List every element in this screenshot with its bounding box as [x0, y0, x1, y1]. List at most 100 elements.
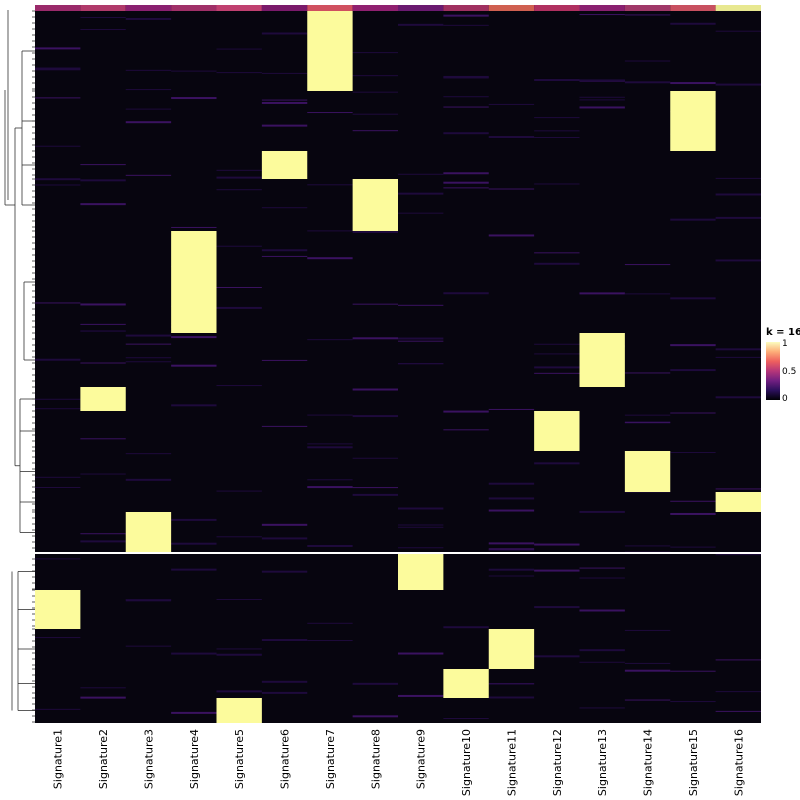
heatmap-cell: [534, 137, 580, 139]
column-label: Signature12: [551, 729, 564, 796]
heatmap-cell: [261, 207, 308, 209]
heatmap-cell: [80, 362, 126, 364]
heatmap-cell: [125, 334, 172, 337]
legend-tick-label: 1: [782, 339, 788, 349]
heatmap-cell: [125, 361, 172, 363]
heatmap-cell: [670, 500, 716, 502]
heatmap-cell: [579, 661, 625, 663]
heatmap-cell: [398, 694, 444, 697]
heatmap-cell: [80, 164, 126, 166]
heatmap-cell: [624, 414, 671, 416]
heatmap-cell: [715, 356, 761, 358]
heatmap-cell: [352, 415, 398, 418]
heatmap-cell: [398, 304, 444, 306]
heatmap-cell: [307, 257, 353, 260]
heatmap-cell: [488, 683, 535, 685]
heatmap-cell: [398, 23, 444, 26]
heatmap-cell: [534, 606, 580, 609]
heatmap-cell: [216, 536, 262, 538]
column-label: Signature10: [460, 729, 473, 796]
heatmap-cell: [624, 293, 671, 295]
heatmap-cell: [670, 22, 716, 25]
heatmap-cell: [534, 117, 580, 119]
heatmap-cell: [80, 533, 126, 535]
heatmap-cell: [534, 262, 580, 265]
heatmap-cell-signature9: [398, 553, 444, 590]
heatmap-cell: [307, 230, 353, 232]
heatmap-cell: [352, 231, 398, 234]
heatmap-cell: [715, 193, 761, 196]
heatmap-cell: [261, 523, 308, 526]
heatmap-cell: [624, 699, 671, 701]
heatmap-cell-signature16: [715, 492, 761, 512]
heatmap-cell: [534, 78, 580, 81]
heatmap-cell: [624, 545, 671, 547]
heatmap-cell: [398, 507, 444, 510]
heatmap-cell: [171, 652, 217, 655]
heatmap-cell: [216, 72, 262, 74]
column-label: Signature7: [324, 729, 337, 789]
heatmap-cell: [488, 548, 535, 551]
heatmap-cell: [80, 473, 126, 475]
heatmap-cell: [670, 218, 716, 221]
heatmap-cell: [488, 482, 535, 485]
heatmap-cell: [579, 99, 625, 101]
heatmap-cell: [216, 287, 262, 289]
column-label: Signature3: [142, 729, 155, 789]
heatmap-cell: [80, 323, 126, 325]
heatmap-cell: [624, 60, 671, 62]
heatmap-cell: [125, 174, 172, 176]
heatmap-cell: [579, 14, 625, 16]
heatmap-cell: [307, 479, 353, 481]
heatmap-cell: [488, 575, 535, 577]
heatmap-cell: [488, 234, 535, 237]
heatmap-cell: [80, 303, 126, 306]
heatmap-cell: [261, 359, 308, 361]
heatmap-cell: [125, 478, 172, 481]
heatmap-cell: [125, 5, 172, 11]
heatmap-cell: [307, 544, 353, 547]
heatmap-cell: [670, 546, 716, 548]
column-label: Signature9: [415, 729, 428, 789]
heatmap-cell: [125, 69, 172, 71]
heatmap-cell-signature1: [35, 590, 81, 629]
heatmap-cell: [216, 648, 262, 650]
heatmap-cell-signature15: [670, 91, 716, 151]
heatmap-cell: [216, 385, 262, 387]
heatmap-cell: [715, 396, 761, 399]
row-split-line: [35, 552, 761, 554]
heatmap-cell: [398, 337, 444, 340]
heatmap-cell: [398, 652, 444, 655]
heatmap-cell: [171, 5, 217, 11]
heatmap-cell: [35, 97, 81, 99]
column-label: Signature13: [596, 729, 609, 796]
heatmap-cell: [261, 570, 308, 573]
heatmap-cell: [534, 130, 580, 132]
heatmap-cell: [35, 708, 81, 710]
heatmap-cell: [261, 99, 308, 101]
heatmap-cell: [715, 488, 761, 490]
heatmap-cell: [443, 75, 489, 78]
heatmap-cell: [352, 91, 398, 93]
heatmap-cell: [670, 452, 716, 454]
heatmap-cell: [125, 453, 172, 455]
heatmap-cell: [125, 89, 172, 91]
heatmap-cell: [443, 410, 489, 413]
heatmap-cell: [534, 569, 580, 572]
heatmap-cell: [261, 5, 308, 11]
heatmap-cell: [398, 363, 444, 365]
heatmap-cell: [670, 297, 716, 300]
heatmap-cell: [579, 79, 625, 82]
heatmap-cell: [534, 543, 580, 546]
heatmap-cell: [715, 659, 761, 661]
heatmap-cell: [443, 626, 489, 629]
heatmap-cell: [488, 5, 535, 11]
heatmap-cell: [80, 687, 126, 689]
heatmap-cell: [488, 568, 535, 571]
heatmap-cell: [261, 32, 308, 35]
heatmap-cell: [624, 264, 671, 266]
heatmap-cell-signature3: [125, 512, 172, 553]
heatmap-cell: [670, 412, 716, 414]
heatmap-cell: [579, 649, 625, 652]
